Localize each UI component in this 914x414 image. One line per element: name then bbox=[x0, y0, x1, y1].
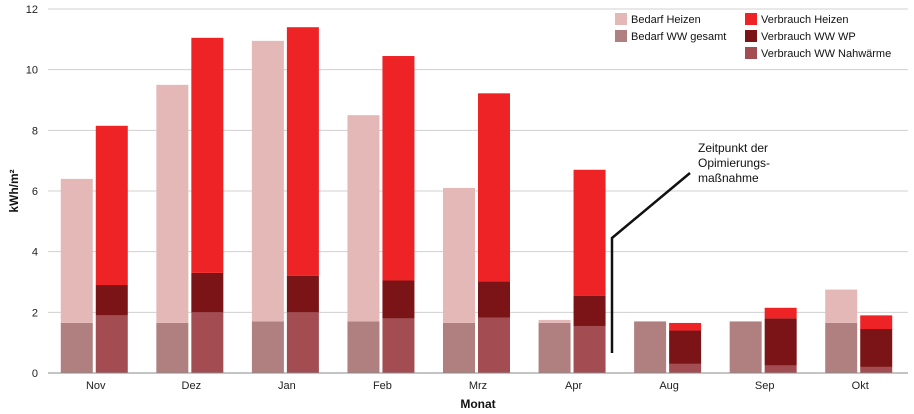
category-group-mrz bbox=[443, 93, 510, 373]
bar-bedarf-ww-gesamt-jan bbox=[251, 321, 284, 373]
bar-verbrauch-ww-wp-apr bbox=[573, 295, 606, 326]
x-axis-title: Monat bbox=[460, 397, 495, 411]
bar-bedarf-ww-gesamt-sep bbox=[729, 321, 762, 373]
bar-verbrauch-ww-wp-dez bbox=[191, 272, 224, 313]
bar-verbrauch-ww-nahwaerme-okt bbox=[860, 366, 893, 373]
category-group-aug bbox=[634, 321, 702, 373]
bar-verbrauch-ww-wp-mrz bbox=[478, 281, 510, 318]
bar-verbrauch-ww-wp-nov bbox=[95, 285, 128, 316]
bar-verbrauch-heizen-dez bbox=[191, 37, 224, 273]
legend-swatch-bedarf-ww-gesamt bbox=[615, 30, 627, 42]
category-group-apr bbox=[538, 169, 606, 373]
bar-verbrauch-heizen-aug bbox=[669, 322, 702, 331]
bar-verbrauch-ww-nahwaerme-aug bbox=[669, 363, 702, 373]
y-axis-title: kWh/m² bbox=[7, 169, 21, 212]
annotation-line-3: maßnahme bbox=[698, 171, 759, 185]
bar-verbrauch-heizen-feb bbox=[382, 56, 415, 281]
bar-bedarf-heizen-apr bbox=[538, 319, 571, 323]
y-tick-label: 6 bbox=[32, 186, 38, 198]
bar-verbrauch-ww-wp-aug bbox=[669, 330, 702, 364]
x-tick-label: Apr bbox=[565, 380, 582, 392]
legend-label-verbrauch-ww-nahwaerme: Verbrauch WW Nahwärme bbox=[761, 48, 891, 60]
x-axis-ticks: Nov Dez Jan Feb Mrz Apr Aug Sep Okt bbox=[86, 380, 869, 392]
category-group-feb bbox=[347, 56, 415, 373]
bar-bedarf-ww-gesamt-feb bbox=[347, 321, 380, 373]
bar-bedarf-heizen-okt bbox=[825, 289, 858, 323]
x-tick-label: Jan bbox=[278, 380, 296, 392]
bar-bedarf-heizen-dez bbox=[156, 84, 189, 323]
legend-swatch-verbrauch-ww-nahwaerme bbox=[745, 47, 757, 59]
bar-verbrauch-ww-nahwaerme-sep bbox=[764, 365, 797, 373]
annotation: Zeitpunkt der Opimierungs- maßnahme bbox=[610, 141, 770, 353]
legend-label-bedarf-heizen: Bedarf Heizen bbox=[631, 14, 701, 26]
bar-verbrauch-ww-nahwaerme-nov bbox=[95, 315, 128, 373]
bar-bedarf-ww-gesamt-okt bbox=[825, 322, 858, 373]
y-tick-label: 12 bbox=[26, 4, 38, 16]
x-tick-label: Sep bbox=[755, 380, 775, 392]
legend-label-bedarf-ww-gesamt: Bedarf WW gesamt bbox=[631, 31, 726, 43]
bar-verbrauch-ww-wp-feb bbox=[382, 280, 415, 319]
bar-verbrauch-ww-wp-okt bbox=[860, 329, 893, 367]
bar-bedarf-heizen-jan bbox=[251, 40, 284, 322]
bar-bedarf-heizen-nov bbox=[60, 178, 93, 323]
y-axis-ticks: 0 2 4 6 8 10 12 bbox=[26, 4, 38, 380]
bar-verbrauch-heizen-nov bbox=[95, 125, 128, 286]
bar-verbrauch-heizen-sep bbox=[764, 307, 797, 319]
annotation-line-1: Zeitpunkt der bbox=[698, 141, 768, 155]
bar-verbrauch-heizen-okt bbox=[860, 315, 893, 330]
bar-verbrauch-ww-nahwaerme-dez bbox=[191, 312, 224, 373]
y-tick-label: 0 bbox=[32, 368, 38, 380]
y-tick-label: 4 bbox=[32, 247, 38, 259]
category-group-okt bbox=[825, 289, 893, 373]
x-tick-label: Okt bbox=[852, 380, 869, 392]
legend-label-verbrauch-heizen: Verbrauch Heizen bbox=[761, 14, 848, 26]
bar-verbrauch-ww-wp-sep bbox=[764, 318, 797, 366]
legend-swatch-verbrauch-heizen bbox=[745, 13, 757, 25]
bar-bedarf-ww-gesamt-nov bbox=[60, 322, 93, 373]
bar-verbrauch-heizen-apr bbox=[573, 169, 606, 296]
x-tick-label: Aug bbox=[659, 380, 679, 392]
bar-bedarf-heizen-feb bbox=[347, 115, 380, 322]
bar-verbrauch-heizen-jan bbox=[286, 27, 319, 276]
x-tick-label: Feb bbox=[373, 380, 392, 392]
bar-verbrauch-ww-nahwaerme-feb bbox=[382, 318, 415, 373]
x-tick-label: Mrz bbox=[469, 380, 487, 392]
bar-bedarf-ww-gesamt-aug bbox=[634, 321, 667, 373]
x-tick-label: Dez bbox=[182, 380, 202, 392]
bar-bedarf-ww-gesamt-mrz bbox=[443, 322, 475, 373]
legend-swatch-verbrauch-ww-wp bbox=[745, 30, 757, 42]
legend-swatch-bedarf-heizen bbox=[615, 13, 627, 25]
y-tick-label: 2 bbox=[32, 307, 38, 319]
bar-bedarf-heizen-mrz bbox=[443, 187, 475, 323]
y-tick-label: 10 bbox=[26, 65, 38, 77]
bar-verbrauch-ww-nahwaerme-jan bbox=[286, 312, 319, 373]
bar-verbrauch-heizen-mrz bbox=[478, 93, 510, 282]
bars bbox=[60, 27, 893, 373]
annotation-pointer-line bbox=[610, 172, 691, 353]
legend-label-verbrauch-ww-wp: Verbrauch WW WP bbox=[761, 31, 856, 43]
category-group-dez bbox=[156, 37, 224, 373]
bar-bedarf-ww-gesamt-apr bbox=[538, 322, 571, 373]
category-group-jan bbox=[251, 27, 319, 373]
bar-bedarf-ww-gesamt-dez bbox=[156, 322, 189, 373]
bar-verbrauch-ww-wp-jan bbox=[286, 275, 319, 313]
x-tick-label: Nov bbox=[86, 380, 106, 392]
y-tick-label: 8 bbox=[32, 125, 38, 137]
category-group-sep bbox=[729, 307, 797, 373]
annotation-line-2: Opimierungs- bbox=[698, 156, 770, 170]
bar-verbrauch-ww-nahwaerme-mrz bbox=[478, 317, 510, 373]
category-group-nov bbox=[60, 125, 128, 373]
legend: Bedarf Heizen Bedarf WW gesamt Verbrauch H… bbox=[615, 13, 891, 60]
bar-verbrauch-ww-nahwaerme-apr bbox=[573, 325, 606, 373]
